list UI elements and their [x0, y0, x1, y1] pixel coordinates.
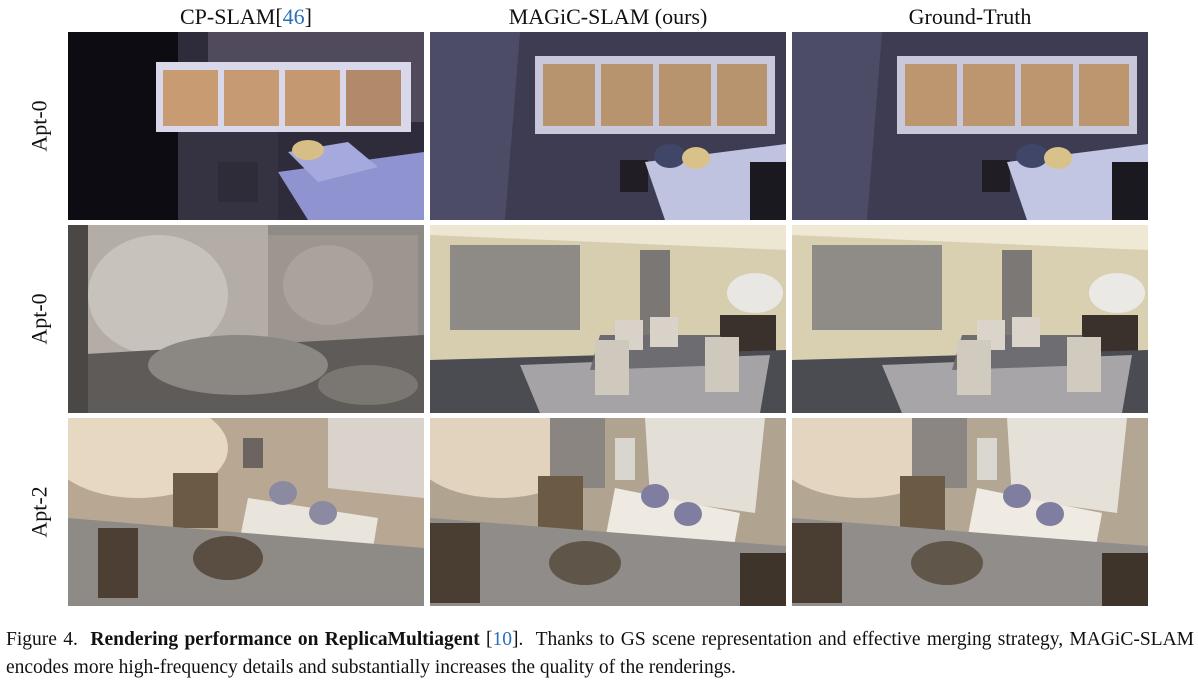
column-header-ground-truth: Ground-Truth — [908, 4, 1032, 29]
row-label-1: Apt-0 — [27, 100, 53, 152]
render-ground-truth-apt0-dining — [792, 225, 1148, 413]
render-magic-slam-apt0-dining — [430, 225, 786, 413]
column-header-magic-slam: MAGiC-SLAM (ours) — [508, 4, 708, 29]
render-cp-slam-apt2-living — [68, 418, 424, 606]
render-magic-slam-apt2-living — [430, 418, 786, 606]
render-ground-truth-apt0-bedroom — [792, 32, 1148, 220]
render-magic-slam-apt0-bedroom — [430, 32, 786, 220]
citation-link[interactable]: 46 — [282, 4, 305, 29]
caption-body: Thanks to GS scene representation and ef… — [6, 629, 1195, 678]
render-cp-slam-apt0-dining — [68, 225, 424, 413]
figure-caption: Figure 4. Rendering performance on Repli… — [6, 629, 1195, 678]
row-label-3: Apt-2 — [27, 486, 53, 538]
caption-title: Rendering performance on ReplicaMultiage… — [90, 629, 480, 650]
render-ground-truth-apt2-living — [792, 418, 1148, 606]
citation-link[interactable]: 10 — [492, 629, 513, 650]
render-cp-slam-apt0-bedroom — [68, 32, 424, 220]
row-label-2: Apt-0 — [27, 293, 53, 345]
figure-number: Figure 4. — [6, 629, 78, 650]
column-header-cp-slam: CP-SLAM[46] — [179, 4, 312, 29]
